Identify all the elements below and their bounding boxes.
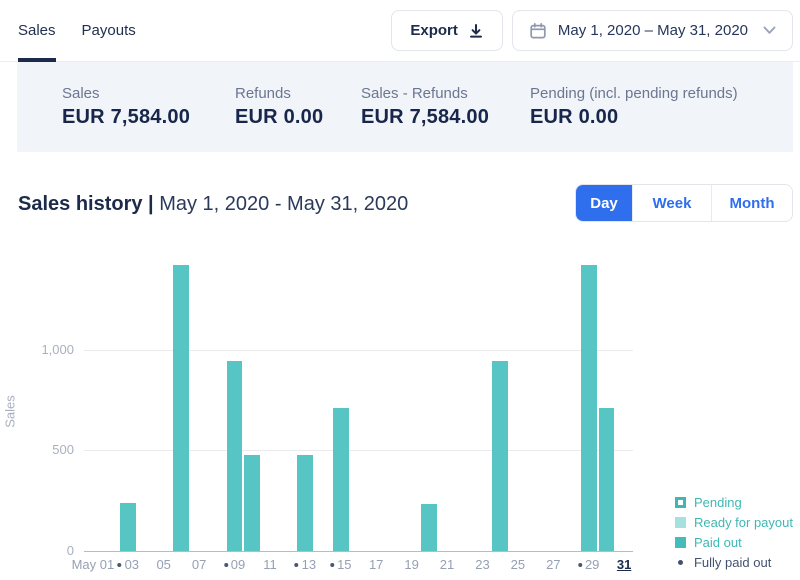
export-button[interactable]: Export <box>391 10 503 51</box>
gridline-1000 <box>84 349 633 351</box>
bar-day-3[interactable] <box>120 503 137 551</box>
bar-day-6[interactable] <box>173 265 190 551</box>
x-tick-day-21: 21 <box>439 557 455 572</box>
x-tick-day-9: 09 <box>223 557 245 572</box>
calendar-icon <box>529 22 547 40</box>
x-tick-day-13: 13 <box>294 557 316 572</box>
x-tick-day-29: 29 <box>577 557 599 572</box>
x-axis-line <box>84 551 633 552</box>
summary-panel: Sales EUR 7,584.00 Refunds EUR 0.00 Sale… <box>17 62 793 152</box>
bar-day-13[interactable] <box>297 454 314 551</box>
summary-pending: Pending (incl. pending refunds) EUR 0.00 <box>530 85 738 129</box>
chevron-down-icon <box>763 26 776 35</box>
x-tick-day-11: 11 <box>263 557 277 572</box>
x-tick-day-31[interactable]: 31 <box>616 557 632 572</box>
x-tick-day-3: 03 <box>117 557 139 572</box>
bar-day-24[interactable] <box>492 360 509 551</box>
pending-swatch-icon <box>674 497 686 508</box>
bar-day-30[interactable] <box>598 407 615 551</box>
top-navigation: Sales Payouts Export May 1, 2020 – May 3… <box>0 0 800 62</box>
x-tick-day-15: 15 <box>330 557 352 572</box>
summary-sales-minus-refunds-label: Sales - Refunds <box>361 85 468 102</box>
legend-item-pending: Pending <box>674 495 793 510</box>
download-icon <box>468 23 484 39</box>
ready-for-payout-swatch-icon <box>674 517 686 528</box>
fully-paid-dot-day-15 <box>330 562 335 567</box>
toggle-day[interactable]: Day <box>576 185 632 221</box>
y-axis-title: Sales <box>2 395 18 428</box>
x-tick-day-5: 05 <box>156 557 171 572</box>
bar-day-10[interactable] <box>244 454 261 551</box>
nav-actions: Export May 1, 2020 – May 31, 2020 <box>391 10 793 51</box>
y-tick-0: 0 <box>66 543 74 558</box>
summary-refunds: Refunds EUR 0.00 <box>235 85 361 129</box>
summary-refunds-value: EUR 0.00 <box>235 106 324 128</box>
tab-payouts[interactable]: Payouts <box>81 22 136 39</box>
x-tick-day-7: 07 <box>191 557 207 572</box>
bar-day-20[interactable] <box>421 503 438 551</box>
summary-sales-label: Sales <box>62 85 100 102</box>
x-tick-day-25: 25 <box>510 557 526 572</box>
summary-refunds-label: Refunds <box>235 85 291 102</box>
fully-paid-dot-day-29 <box>577 562 582 567</box>
summary-pending-label: Pending (incl. pending refunds) <box>530 85 738 102</box>
x-tick-day-23: 23 <box>475 557 490 572</box>
page-title: Sales history | May 1, 2020 - May 31, 20… <box>18 193 408 216</box>
y-tick-1000: 1,000 <box>41 341 74 357</box>
bar-day-9[interactable] <box>226 360 243 551</box>
summary-sales-value: EUR 7,584.00 <box>62 106 191 128</box>
sales-history-header: Sales history | May 1, 2020 - May 31, 20… <box>0 152 800 240</box>
x-tick-day-1: May 01 <box>71 557 115 572</box>
page-title-range: May 1, 2020 - May 31, 2020 <box>159 193 409 215</box>
sales-history-chart: Sales 0 500 1,000 May 01 03 05 07 09 11 13 15 17 19… <box>0 240 800 580</box>
gridline-500 <box>84 450 633 452</box>
y-tick-500: 500 <box>52 442 74 458</box>
legend-paid-out-label: Paid out <box>693 535 742 550</box>
legend-ready-label: Ready for payout <box>693 515 793 530</box>
summary-sales-minus-refunds-value: EUR 7,584.00 <box>361 106 490 128</box>
paid-out-swatch-icon <box>674 537 686 548</box>
toggle-month[interactable]: Month <box>711 185 792 221</box>
fully-paid-dot-day-3 <box>117 562 122 567</box>
page-title-bold: Sales history | <box>18 193 160 215</box>
fully-paid-dot-day-13 <box>294 562 299 567</box>
legend-item-ready-for-payout: Ready for payout <box>674 515 793 530</box>
x-tick-day-17: 17 <box>368 557 384 572</box>
nav-tabs: Sales Payouts <box>18 0 136 62</box>
tab-sales[interactable]: Sales <box>18 0 56 62</box>
date-range-label: May 1, 2020 – May 31, 2020 <box>557 22 748 39</box>
x-tick-day-27: 27 <box>546 557 561 572</box>
chart-legend: Pending Ready for payout Paid out Fully … <box>674 495 793 570</box>
legend-pending-label: Pending <box>693 495 742 510</box>
bar-day-29[interactable] <box>580 265 597 551</box>
date-range-picker[interactable]: May 1, 2020 – May 31, 2020 <box>511 10 793 51</box>
legend-item-fully-paid-out: Fully paid out <box>675 555 793 570</box>
legend-item-paid-out: Paid out <box>674 535 793 550</box>
x-tick-day-19: 19 <box>404 557 419 572</box>
granularity-toggle: Day Week Month <box>575 184 793 222</box>
bar-day-15[interactable] <box>332 407 349 551</box>
summary-pending-value: EUR 0.00 <box>530 106 619 128</box>
legend-fully-paid-label: Fully paid out <box>693 555 772 570</box>
summary-sales: Sales EUR 7,584.00 <box>62 85 235 129</box>
fully-paid-dot-day-9 <box>223 562 228 567</box>
toggle-week[interactable]: Week <box>632 185 711 221</box>
export-button-label: Export <box>410 22 458 39</box>
fully-paid-out-dot-icon <box>675 557 686 568</box>
summary-sales-minus-refunds: Sales - Refunds EUR 7,584.00 <box>361 85 530 129</box>
